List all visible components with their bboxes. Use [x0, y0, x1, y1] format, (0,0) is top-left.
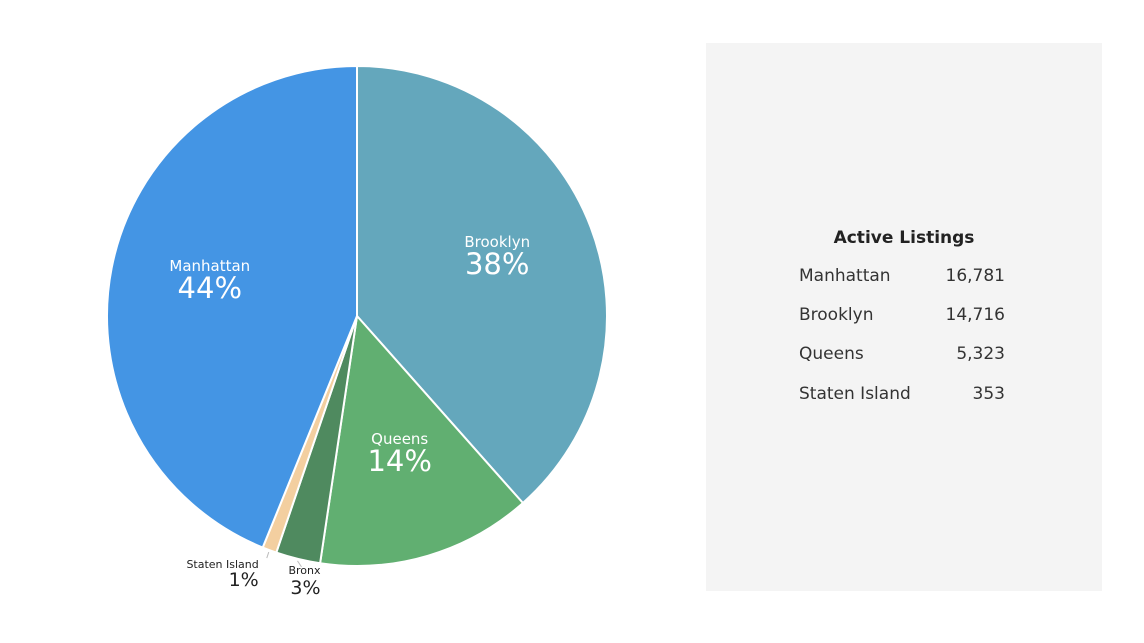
slice-percent-staten-island: 1%	[229, 569, 259, 591]
slice-label-queens: Queens	[371, 430, 428, 448]
panel-title: Active Listings	[833, 228, 975, 248]
slice-percent-bronx: 3%	[290, 577, 320, 599]
slice-percent-brooklyn: 38%	[465, 247, 529, 281]
slice-label-staten-island: Staten Island	[186, 558, 258, 571]
slice-label-manhattan: Manhattan	[169, 257, 250, 275]
slice-percent-manhattan: 44%	[178, 271, 242, 305]
listing-name: Manhattan	[799, 266, 891, 286]
leader-line-staten-island	[266, 551, 270, 559]
slice-percent-queens: 14%	[367, 444, 431, 478]
active-listings-panel: Active Listings Manhattan 16,781 Brookly…	[706, 43, 1102, 591]
slice-brooklyn	[356, 64, 608, 505]
slice-label-bronx: Bronx	[288, 564, 321, 577]
listing-row-manhattan: Manhattan 16,781	[799, 266, 1005, 290]
slice-manhattan	[106, 64, 358, 549]
slice-queens	[318, 313, 525, 567]
listing-name: Queens	[799, 344, 864, 364]
listing-name: Brooklyn	[799, 305, 874, 325]
listing-value: 5,323	[956, 344, 1005, 364]
slice-label-brooklyn: Brooklyn	[464, 233, 530, 251]
leader-line-bronx	[297, 560, 302, 568]
listing-row-staten-island: Staten Island 353	[799, 384, 1005, 408]
listing-value: 14,716	[945, 305, 1005, 325]
listing-row-brooklyn: Brooklyn 14,716	[799, 305, 1005, 329]
listing-row-queens: Queens 5,323	[799, 344, 1005, 368]
listing-value: 353	[972, 384, 1005, 404]
listing-name: Staten Island	[799, 384, 911, 404]
listing-value: 16,781	[945, 266, 1005, 286]
